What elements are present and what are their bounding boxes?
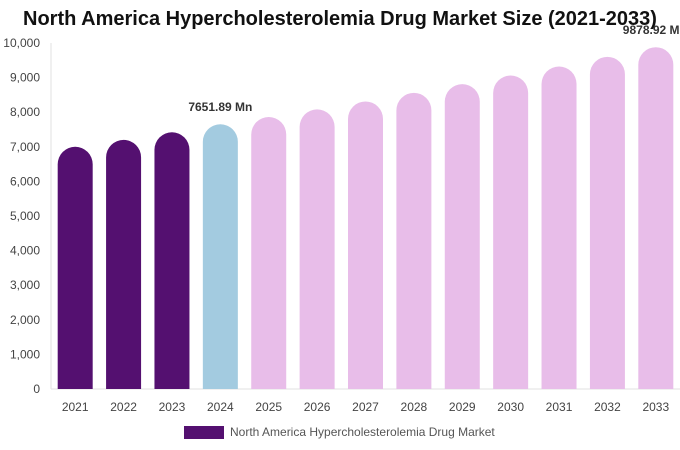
bar-2031[interactable] [541, 66, 577, 390]
chart-title: North America Hypercholesterolemia Drug … [23, 8, 657, 30]
bar-2025[interactable] [251, 117, 287, 389]
y-tick-label: 4,000 [10, 244, 40, 258]
legend-swatch [184, 425, 224, 439]
y-tick-label: 10,000 [3, 36, 40, 50]
y-tick-label: 1,000 [10, 347, 40, 361]
bar-2026[interactable] [299, 109, 335, 389]
y-tick-label: 9,000 [10, 71, 40, 85]
bar-2021[interactable] [57, 146, 93, 389]
x-tick-label: 2026 [304, 400, 331, 414]
bar-2032[interactable] [589, 56, 625, 389]
bar-2022[interactable] [106, 139, 142, 389]
x-tick-label: 2030 [497, 400, 524, 414]
bar-layer [57, 47, 674, 390]
axis-layer: 0 1,000 2,000 3,000 4,000 5,000 6,000 7,000 8,00… [3, 36, 680, 414]
x-tick-label: 2031 [546, 400, 573, 414]
data-label: 9878.92 Mn [623, 23, 680, 37]
x-tick-label: 2021 [62, 400, 89, 414]
x-tick-label: 2023 [159, 400, 186, 414]
bar-2030[interactable] [493, 75, 529, 390]
y-tick-label: 3,000 [10, 278, 40, 292]
y-tick-label: 7,000 [10, 140, 40, 154]
bar-2033[interactable] [638, 47, 674, 390]
bar-2023[interactable] [154, 132, 190, 390]
bar-2024[interactable] [202, 124, 238, 389]
bar-2028[interactable] [396, 92, 432, 389]
bar-2029[interactable] [444, 84, 480, 389]
x-tick-label: 2029 [449, 400, 476, 414]
legend-label: North America Hypercholesterolemia Drug … [230, 425, 495, 439]
x-tick-label: 2033 [642, 400, 669, 414]
data-label: 7651.89 Mn [188, 100, 252, 114]
bar-2027[interactable] [348, 101, 383, 389]
x-tick-label: 2022 [110, 400, 137, 414]
y-tick-label: 5,000 [10, 209, 40, 223]
y-tick-label: 2,000 [10, 313, 40, 327]
label-layer: 7651.89 Mn 9878.92 Mn [188, 23, 680, 114]
x-tick-label: 2028 [401, 400, 428, 414]
legend: North America Hypercholesterolemia Drug … [184, 425, 495, 439]
y-tick-label: 6,000 [10, 174, 40, 188]
y-tick-label: 0 [33, 382, 40, 396]
x-tick-label: 2032 [594, 400, 621, 414]
x-tick-label: 2024 [207, 400, 234, 414]
x-tick-label: 2025 [255, 400, 282, 414]
y-tick-label: 8,000 [10, 105, 40, 119]
x-tick-label: 2027 [352, 400, 379, 414]
